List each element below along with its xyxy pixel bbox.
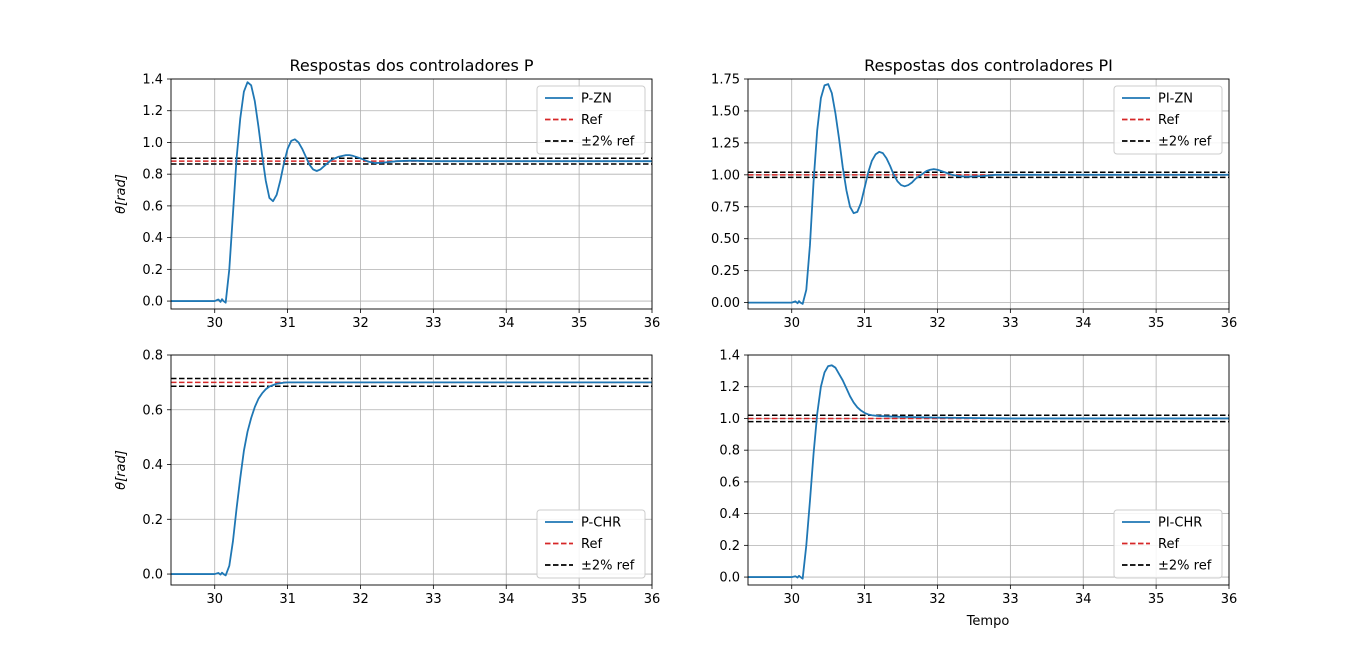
y-tick-label: 1.0 <box>719 412 740 427</box>
y-tick-label: 1.4 <box>719 349 740 364</box>
y-tick-label: 0.0 <box>719 571 740 586</box>
legend-label: P-ZN <box>581 92 612 107</box>
x-tick-label: 33 <box>1002 316 1019 331</box>
x-tick-label: 35 <box>1148 316 1165 331</box>
x-tick-label: 33 <box>425 592 442 607</box>
x-tick-label: 35 <box>571 592 588 607</box>
axes-frame <box>170 78 653 310</box>
series-line-p-zn <box>171 81 652 304</box>
y-tick-label: 1.2 <box>142 104 163 119</box>
x-tick-label: 32 <box>929 316 946 331</box>
y-tick-label: 1.50 <box>711 104 740 119</box>
subplot-2: 30 31 32 33 34 35 36 0.00 0.25 0.50 0.75 1.00 1.25 1.… <box>711 56 1237 331</box>
axes-frame <box>747 78 1230 310</box>
x-tick-label: 34 <box>498 316 515 331</box>
series-line-pi-chr <box>748 364 1229 580</box>
y-tick-label: 1.75 <box>711 73 740 88</box>
y-tick-label: 0.6 <box>719 475 740 490</box>
y-tick-label: 1.2 <box>719 380 740 395</box>
x-tick-label: 30 <box>783 592 800 607</box>
legend-label: Ref <box>581 113 602 128</box>
legend-label: P-CHR <box>581 516 621 531</box>
y-tick-label: 0.25 <box>711 264 740 279</box>
y-tick-label: 0.6 <box>142 403 163 418</box>
chart-title: Respostas dos controladores P <box>289 56 533 75</box>
y-tick-label: 0.0 <box>142 295 163 310</box>
x-tick-label: 35 <box>1148 592 1165 607</box>
series-line-pi-zn <box>748 83 1229 305</box>
legend-label: Ref <box>1158 113 1179 128</box>
y-tick-label: 0.6 <box>142 199 163 214</box>
y-tick-label: 0.8 <box>142 349 163 364</box>
legend: PI-CHR Ref ±2% ref <box>1113 509 1223 579</box>
y-tick-label: 0.4 <box>142 458 163 473</box>
legend-label: PI-ZN <box>1158 92 1193 107</box>
x-tick-label: 32 <box>352 316 369 331</box>
y-tick-label: 0.75 <box>711 200 740 215</box>
y-tick-label: 0.00 <box>711 296 740 311</box>
series-line-p-chr <box>171 381 652 577</box>
y-tick-label: 1.4 <box>142 73 163 88</box>
y-tick-label: 1.0 <box>142 136 163 151</box>
legend-label: ±2% ref <box>1158 559 1212 574</box>
y-tick-label: 0.4 <box>719 507 740 522</box>
legend: P-CHR Ref ±2% ref <box>536 509 646 579</box>
legend: P-ZN Ref ±2% ref <box>536 85 646 155</box>
legend: PI-ZN Ref ±2% ref <box>1113 85 1223 155</box>
y-axis-label: θ[rad] <box>114 174 129 214</box>
legend-box <box>1113 509 1223 579</box>
chart-title: Respostas dos controladores PI <box>864 56 1113 75</box>
x-tick-label: 36 <box>644 592 661 607</box>
y-axis-label: θ[rad] <box>114 450 129 490</box>
subplot-1: 30 31 32 33 34 35 36 0.0 0.2 0.4 0.6 0.8 1.0 1.2 1.4 Re… <box>114 56 660 331</box>
x-tick-label: 31 <box>856 592 873 607</box>
subplot-4: 30 31 32 33 34 35 36 0.0 0.2 0.4 0.6 0.8 1.0 1.2 1.4 PI… <box>719 349 1237 608</box>
legend-box <box>536 85 646 155</box>
x-tick-label: 33 <box>1002 592 1019 607</box>
x-tick-label: 31 <box>279 592 296 607</box>
x-tick-label: 35 <box>571 316 588 331</box>
legend-label: ±2% ref <box>581 559 635 574</box>
y-tick-label: 0.4 <box>142 231 163 246</box>
y-tick-label: 0.2 <box>142 513 163 528</box>
x-tick-label: 31 <box>279 316 296 331</box>
x-tick-label: 30 <box>206 592 223 607</box>
y-tick-label: 1.00 <box>711 168 740 183</box>
y-tick-label: 0.0 <box>142 568 163 583</box>
y-tick-label: 0.8 <box>719 444 740 459</box>
x-tick-label: 34 <box>1075 316 1092 331</box>
axes-frame <box>747 354 1230 586</box>
x-tick-label: 36 <box>1221 592 1238 607</box>
x-tick-label: 30 <box>206 316 223 331</box>
x-tick-label: 30 <box>783 316 800 331</box>
legend-box <box>536 509 646 579</box>
x-tick-label: 36 <box>644 316 661 331</box>
subplot-3: 30 31 32 33 34 35 36 0.0 0.2 0.4 0.6 0.8 θ[rad] P-CHR… <box>114 349 660 608</box>
legend-label: Ref <box>1158 537 1179 552</box>
legend-label: ±2% ref <box>581 135 635 150</box>
y-tick-label: 0.50 <box>711 232 740 247</box>
x-tick-label: 32 <box>352 592 369 607</box>
x-tick-label: 32 <box>929 592 946 607</box>
x-tick-label: 36 <box>1221 316 1238 331</box>
legend-label: Ref <box>581 537 602 552</box>
y-tick-label: 0.2 <box>142 263 163 278</box>
x-tick-label: 34 <box>498 592 515 607</box>
x-tick-label: 33 <box>425 316 442 331</box>
figure-x-axis-label: Tempo <box>966 614 1010 629</box>
x-tick-label: 31 <box>856 316 873 331</box>
y-tick-label: 0.8 <box>142 168 163 183</box>
legend-label: ±2% ref <box>1158 135 1212 150</box>
legend-box <box>1113 85 1223 155</box>
y-tick-label: 1.25 <box>711 136 740 151</box>
axes-frame <box>170 354 653 586</box>
x-tick-label: 34 <box>1075 592 1092 607</box>
y-tick-label: 0.2 <box>719 539 740 554</box>
legend-label: PI-CHR <box>1158 516 1202 531</box>
